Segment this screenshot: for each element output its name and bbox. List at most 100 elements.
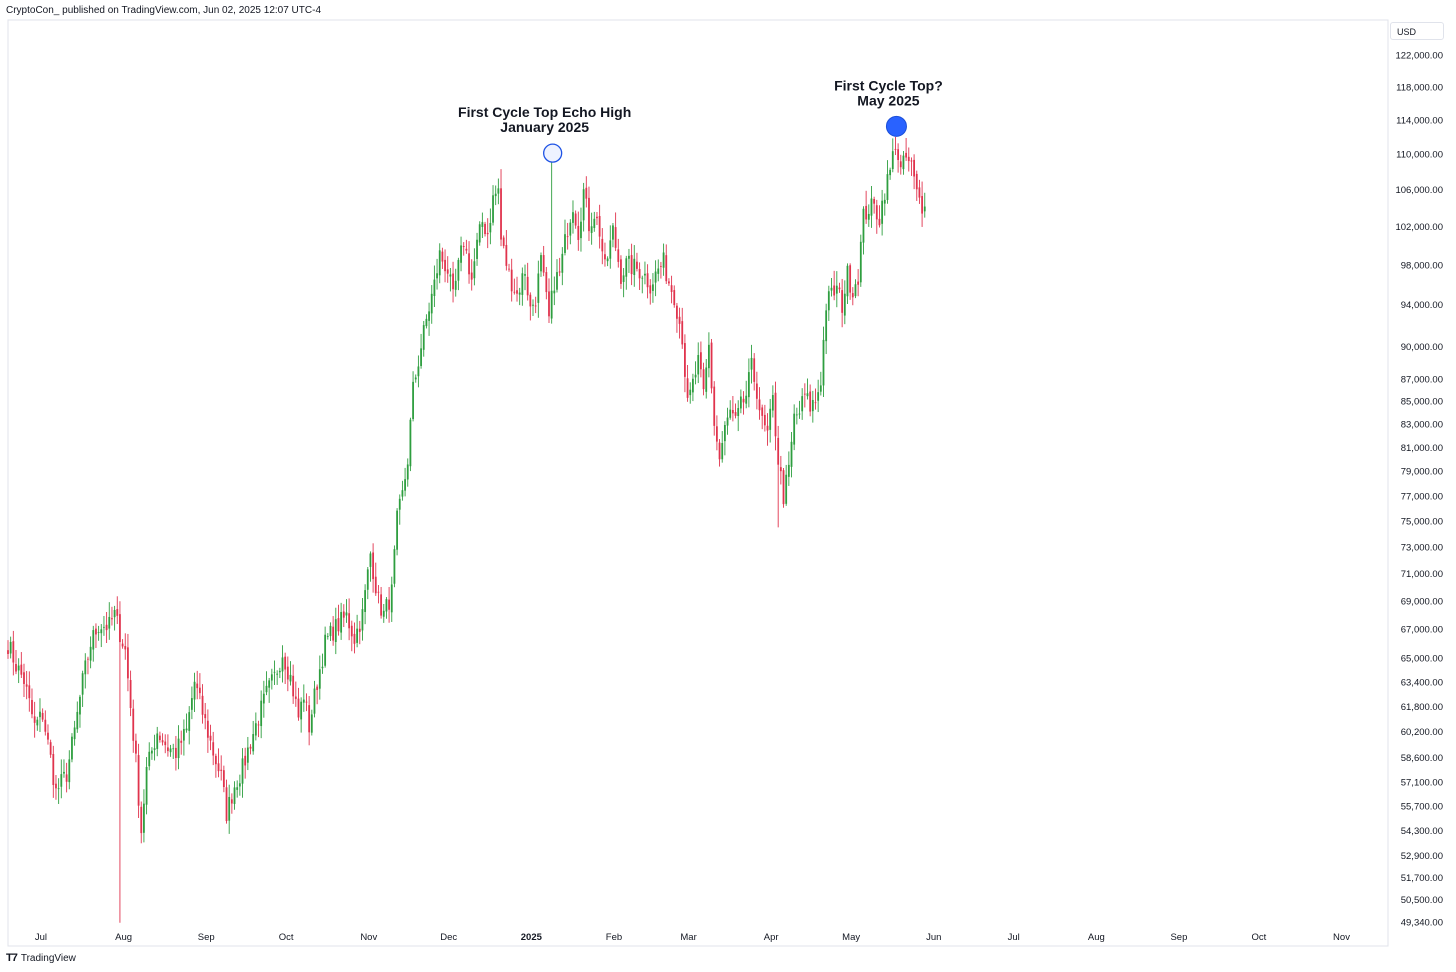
candle-body [310, 714, 313, 733]
candle-body [436, 273, 438, 279]
candle-body [798, 413, 801, 415]
candle-body [156, 733, 159, 749]
candle-body [526, 276, 529, 296]
tradingview-logo-icon: T7 [6, 952, 18, 964]
candle-body [297, 698, 300, 718]
candle-body [270, 674, 273, 681]
candle-body [390, 584, 393, 613]
candle-body [462, 246, 465, 248]
candle-body [356, 628, 359, 643]
price-tick-label: 118,000.00 [1396, 82, 1443, 93]
time-tick-label: Nov [1333, 932, 1350, 943]
candle-body [47, 732, 49, 740]
candle-body [644, 273, 646, 276]
candle-body [524, 274, 526, 276]
candle-body [825, 310, 828, 342]
candle-body [273, 671, 276, 673]
candles-layer [7, 136, 926, 923]
candle-body [652, 284, 654, 291]
candle-body [521, 273, 524, 295]
time-tick-label: Dec [440, 932, 457, 943]
candle-body [715, 426, 718, 442]
candle-body [241, 758, 244, 784]
candle-body [793, 413, 796, 445]
candle-body [758, 399, 761, 411]
price-tick-label: 102,000.00 [1395, 222, 1443, 233]
candle-body [878, 218, 881, 226]
candle-body [726, 417, 729, 426]
candle-body [486, 232, 489, 235]
price-tick-label: 77,000.00 [1401, 491, 1443, 502]
price-tick-label: 85,000.00 [1401, 397, 1443, 408]
candle-body [305, 701, 308, 703]
cycle-top-marker-icon[interactable] [885, 115, 907, 137]
candle-body [209, 735, 212, 741]
candle-body [398, 498, 401, 510]
candle-body [332, 626, 335, 641]
candle-body [492, 195, 494, 223]
candle-body [196, 683, 199, 689]
candle-body [905, 152, 908, 158]
candle-body [814, 402, 817, 404]
price-tick-label: 50,500.00 [1401, 895, 1443, 906]
candle-body [143, 803, 145, 833]
candle-body [918, 187, 921, 198]
candle-body [169, 748, 172, 753]
candle-body [713, 386, 716, 426]
candle-body [572, 212, 574, 223]
candle-body [369, 553, 372, 567]
candle-body [830, 287, 833, 291]
candle-body [204, 714, 207, 719]
candle-body [220, 769, 223, 771]
candle-body [862, 208, 865, 243]
candle-body [718, 442, 721, 460]
candle-body [734, 412, 737, 416]
tradingview-footer[interactable]: T7 TradingView [6, 952, 76, 964]
candle-body [710, 342, 713, 389]
candle-body [809, 391, 812, 412]
candle-body [915, 173, 918, 190]
candle-body [422, 325, 425, 350]
echo-high-marker-icon[interactable] [543, 143, 563, 163]
candle-body [113, 609, 116, 618]
candle-body [558, 271, 561, 273]
candle-body [676, 305, 678, 319]
candle-body [465, 248, 468, 251]
candle-body [561, 253, 564, 273]
candle-body [702, 369, 705, 390]
time-tick-label: Oct [279, 932, 294, 943]
candle-body [230, 799, 233, 804]
currency-label[interactable]: USD [1390, 22, 1444, 40]
candle-body [865, 205, 868, 220]
price-axis[interactable]: 122,000.00 118,000.00 114,000.00 110,000.00… [1395, 51, 1443, 929]
candle-body [49, 742, 52, 755]
candle-body [329, 625, 332, 637]
candle-body [44, 719, 47, 732]
time-tick-label: Aug [115, 932, 132, 943]
candle-body [190, 698, 193, 710]
candle-body [41, 712, 44, 720]
candle-body [894, 148, 897, 150]
top-annotation-line: May 2025 [857, 92, 919, 108]
candle-body [649, 285, 652, 294]
candle-body [180, 740, 183, 743]
candle-body [795, 414, 798, 416]
price-tick-label: 63,400.00 [1401, 677, 1443, 688]
price-tick-label: 83,000.00 [1401, 419, 1443, 430]
candle-body [68, 759, 71, 783]
candle-body [228, 796, 231, 821]
candle-body [747, 372, 750, 398]
candle-body [606, 258, 609, 262]
candle-body [513, 291, 516, 293]
candle-body [262, 693, 265, 704]
candle-body [366, 569, 369, 590]
candle-body [787, 464, 790, 477]
time-axis[interactable]: Jul Aug Sep Oct Nov Dec 2025 Feb Mar Apr May Jun Jul… [35, 932, 1350, 943]
tradingview-brand: TradingView [20, 952, 76, 964]
candle-body [111, 618, 113, 620]
candle-body [801, 396, 804, 412]
candle-body [822, 339, 825, 386]
candle-body [508, 268, 510, 270]
candle-body [545, 272, 548, 293]
